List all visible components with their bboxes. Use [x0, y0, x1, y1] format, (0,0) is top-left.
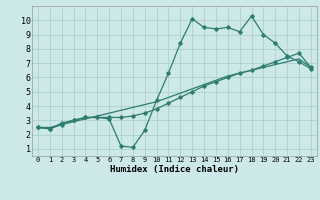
X-axis label: Humidex (Indice chaleur): Humidex (Indice chaleur) — [110, 165, 239, 174]
